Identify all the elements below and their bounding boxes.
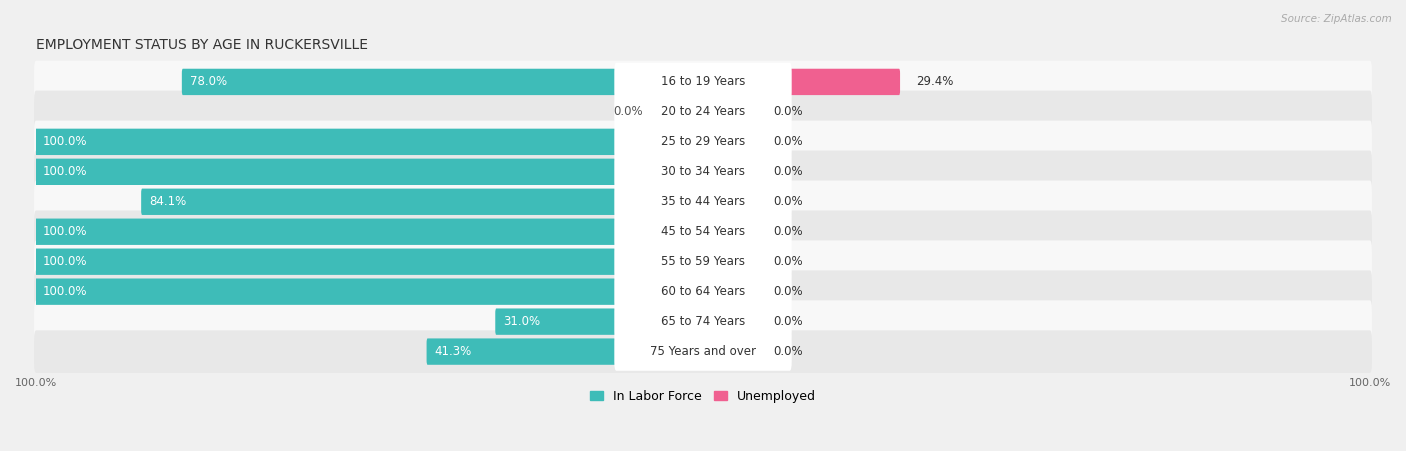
FancyBboxPatch shape bbox=[181, 69, 704, 95]
FancyBboxPatch shape bbox=[426, 338, 704, 365]
Text: 0.0%: 0.0% bbox=[773, 166, 803, 178]
Text: 0.0%: 0.0% bbox=[773, 225, 803, 238]
Text: 100.0%: 100.0% bbox=[42, 135, 87, 148]
Text: 0.0%: 0.0% bbox=[773, 135, 803, 148]
FancyBboxPatch shape bbox=[702, 249, 758, 275]
Text: 0.0%: 0.0% bbox=[773, 106, 803, 118]
FancyBboxPatch shape bbox=[34, 300, 1372, 343]
Text: 31.0%: 31.0% bbox=[503, 315, 540, 328]
FancyBboxPatch shape bbox=[34, 180, 1372, 223]
Text: 0.0%: 0.0% bbox=[773, 345, 803, 358]
Text: 100.0%: 100.0% bbox=[42, 225, 87, 238]
FancyBboxPatch shape bbox=[614, 93, 792, 131]
Text: 100.0%: 100.0% bbox=[42, 255, 87, 268]
FancyBboxPatch shape bbox=[34, 60, 1372, 103]
Text: 20 to 24 Years: 20 to 24 Years bbox=[661, 106, 745, 118]
FancyBboxPatch shape bbox=[702, 338, 758, 365]
Legend: In Labor Force, Unemployed: In Labor Force, Unemployed bbox=[585, 385, 821, 408]
FancyBboxPatch shape bbox=[34, 271, 1372, 313]
FancyBboxPatch shape bbox=[702, 189, 758, 215]
FancyBboxPatch shape bbox=[34, 91, 1372, 133]
FancyBboxPatch shape bbox=[34, 240, 1372, 283]
FancyBboxPatch shape bbox=[34, 151, 1372, 193]
Text: 78.0%: 78.0% bbox=[190, 75, 226, 88]
Text: 0.0%: 0.0% bbox=[773, 315, 803, 328]
FancyBboxPatch shape bbox=[34, 211, 1372, 253]
Text: 75 Years and over: 75 Years and over bbox=[650, 345, 756, 358]
FancyBboxPatch shape bbox=[648, 99, 704, 125]
FancyBboxPatch shape bbox=[702, 129, 758, 155]
Text: 60 to 64 Years: 60 to 64 Years bbox=[661, 285, 745, 298]
FancyBboxPatch shape bbox=[614, 272, 792, 311]
FancyBboxPatch shape bbox=[614, 123, 792, 161]
Text: 0.0%: 0.0% bbox=[613, 106, 643, 118]
FancyBboxPatch shape bbox=[614, 243, 792, 281]
Text: 16 to 19 Years: 16 to 19 Years bbox=[661, 75, 745, 88]
Text: 65 to 74 Years: 65 to 74 Years bbox=[661, 315, 745, 328]
FancyBboxPatch shape bbox=[702, 159, 758, 185]
FancyBboxPatch shape bbox=[614, 183, 792, 221]
FancyBboxPatch shape bbox=[35, 129, 704, 155]
FancyBboxPatch shape bbox=[702, 308, 758, 335]
Text: 0.0%: 0.0% bbox=[773, 255, 803, 268]
Text: 25 to 29 Years: 25 to 29 Years bbox=[661, 135, 745, 148]
Text: 0.0%: 0.0% bbox=[773, 195, 803, 208]
FancyBboxPatch shape bbox=[702, 278, 758, 305]
FancyBboxPatch shape bbox=[35, 249, 704, 275]
FancyBboxPatch shape bbox=[495, 308, 704, 335]
Text: 41.3%: 41.3% bbox=[434, 345, 471, 358]
FancyBboxPatch shape bbox=[702, 219, 758, 245]
FancyBboxPatch shape bbox=[614, 332, 792, 371]
Text: 45 to 54 Years: 45 to 54 Years bbox=[661, 225, 745, 238]
Text: 35 to 44 Years: 35 to 44 Years bbox=[661, 195, 745, 208]
FancyBboxPatch shape bbox=[614, 152, 792, 191]
FancyBboxPatch shape bbox=[34, 120, 1372, 163]
Text: 29.4%: 29.4% bbox=[915, 75, 953, 88]
Text: 0.0%: 0.0% bbox=[773, 285, 803, 298]
FancyBboxPatch shape bbox=[35, 278, 704, 305]
Text: 100.0%: 100.0% bbox=[42, 166, 87, 178]
Text: 30 to 34 Years: 30 to 34 Years bbox=[661, 166, 745, 178]
FancyBboxPatch shape bbox=[614, 303, 792, 341]
FancyBboxPatch shape bbox=[702, 69, 900, 95]
Text: 55 to 59 Years: 55 to 59 Years bbox=[661, 255, 745, 268]
FancyBboxPatch shape bbox=[35, 159, 704, 185]
FancyBboxPatch shape bbox=[141, 189, 704, 215]
FancyBboxPatch shape bbox=[614, 212, 792, 251]
FancyBboxPatch shape bbox=[34, 330, 1372, 373]
Text: 100.0%: 100.0% bbox=[42, 285, 87, 298]
Text: 84.1%: 84.1% bbox=[149, 195, 186, 208]
FancyBboxPatch shape bbox=[35, 219, 704, 245]
Text: EMPLOYMENT STATUS BY AGE IN RUCKERSVILLE: EMPLOYMENT STATUS BY AGE IN RUCKERSVILLE bbox=[37, 37, 368, 51]
FancyBboxPatch shape bbox=[702, 99, 758, 125]
FancyBboxPatch shape bbox=[614, 63, 792, 101]
Text: Source: ZipAtlas.com: Source: ZipAtlas.com bbox=[1281, 14, 1392, 23]
